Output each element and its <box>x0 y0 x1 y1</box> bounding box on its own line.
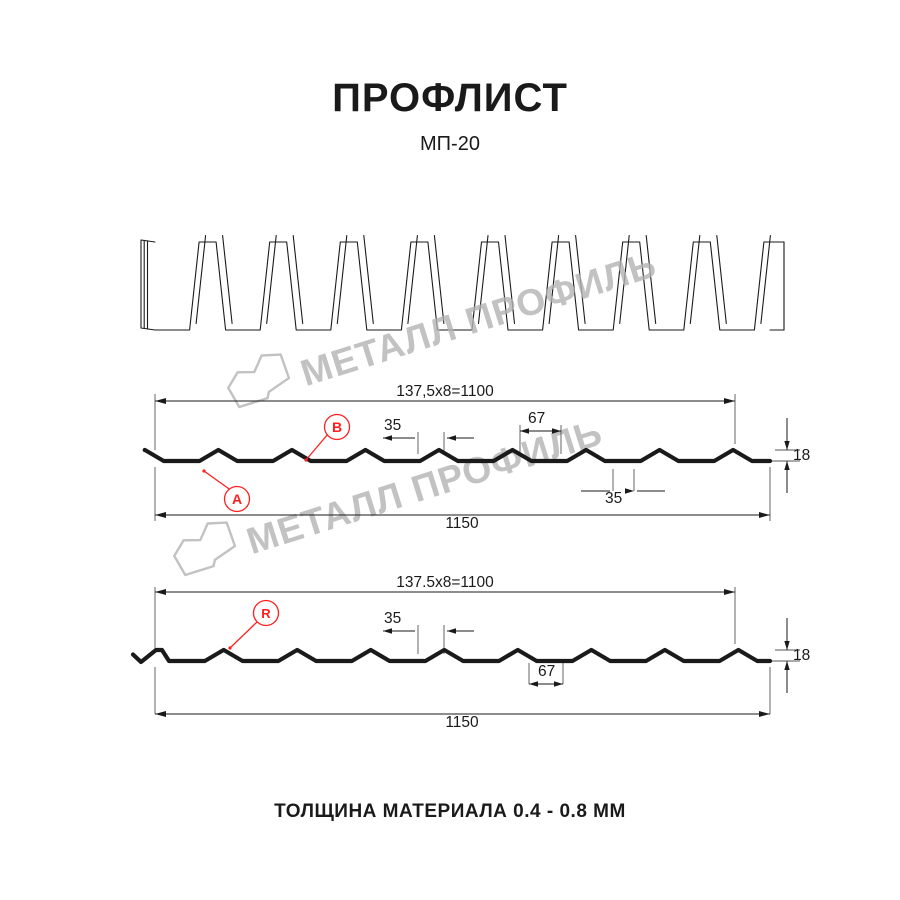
svg-text:A: A <box>232 491 242 507</box>
svg-text:67: 67 <box>528 410 545 427</box>
svg-text:B: B <box>332 419 342 435</box>
svg-text:137.5x8=1100: 137.5x8=1100 <box>396 574 494 591</box>
svg-text:67: 67 <box>538 663 555 680</box>
svg-text:18: 18 <box>793 447 810 464</box>
svg-text:35: 35 <box>605 490 622 507</box>
svg-text:1150: 1150 <box>445 714 479 731</box>
svg-text:18: 18 <box>793 647 810 664</box>
svg-text:1150: 1150 <box>445 515 479 532</box>
svg-text:ПРОФЛИСТ: ПРОФЛИСТ <box>332 76 568 120</box>
svg-text:МП-20: МП-20 <box>420 133 480 155</box>
svg-text:35: 35 <box>384 610 401 627</box>
svg-text:137,5x8=1100: 137,5x8=1100 <box>396 383 494 400</box>
svg-text:R: R <box>261 606 271 621</box>
svg-text:35: 35 <box>384 417 401 434</box>
svg-text:ТОЛЩИНА МАТЕРИАЛА 0.4 - 0.8 ММ: ТОЛЩИНА МАТЕРИАЛА 0.4 - 0.8 ММ <box>274 801 626 822</box>
